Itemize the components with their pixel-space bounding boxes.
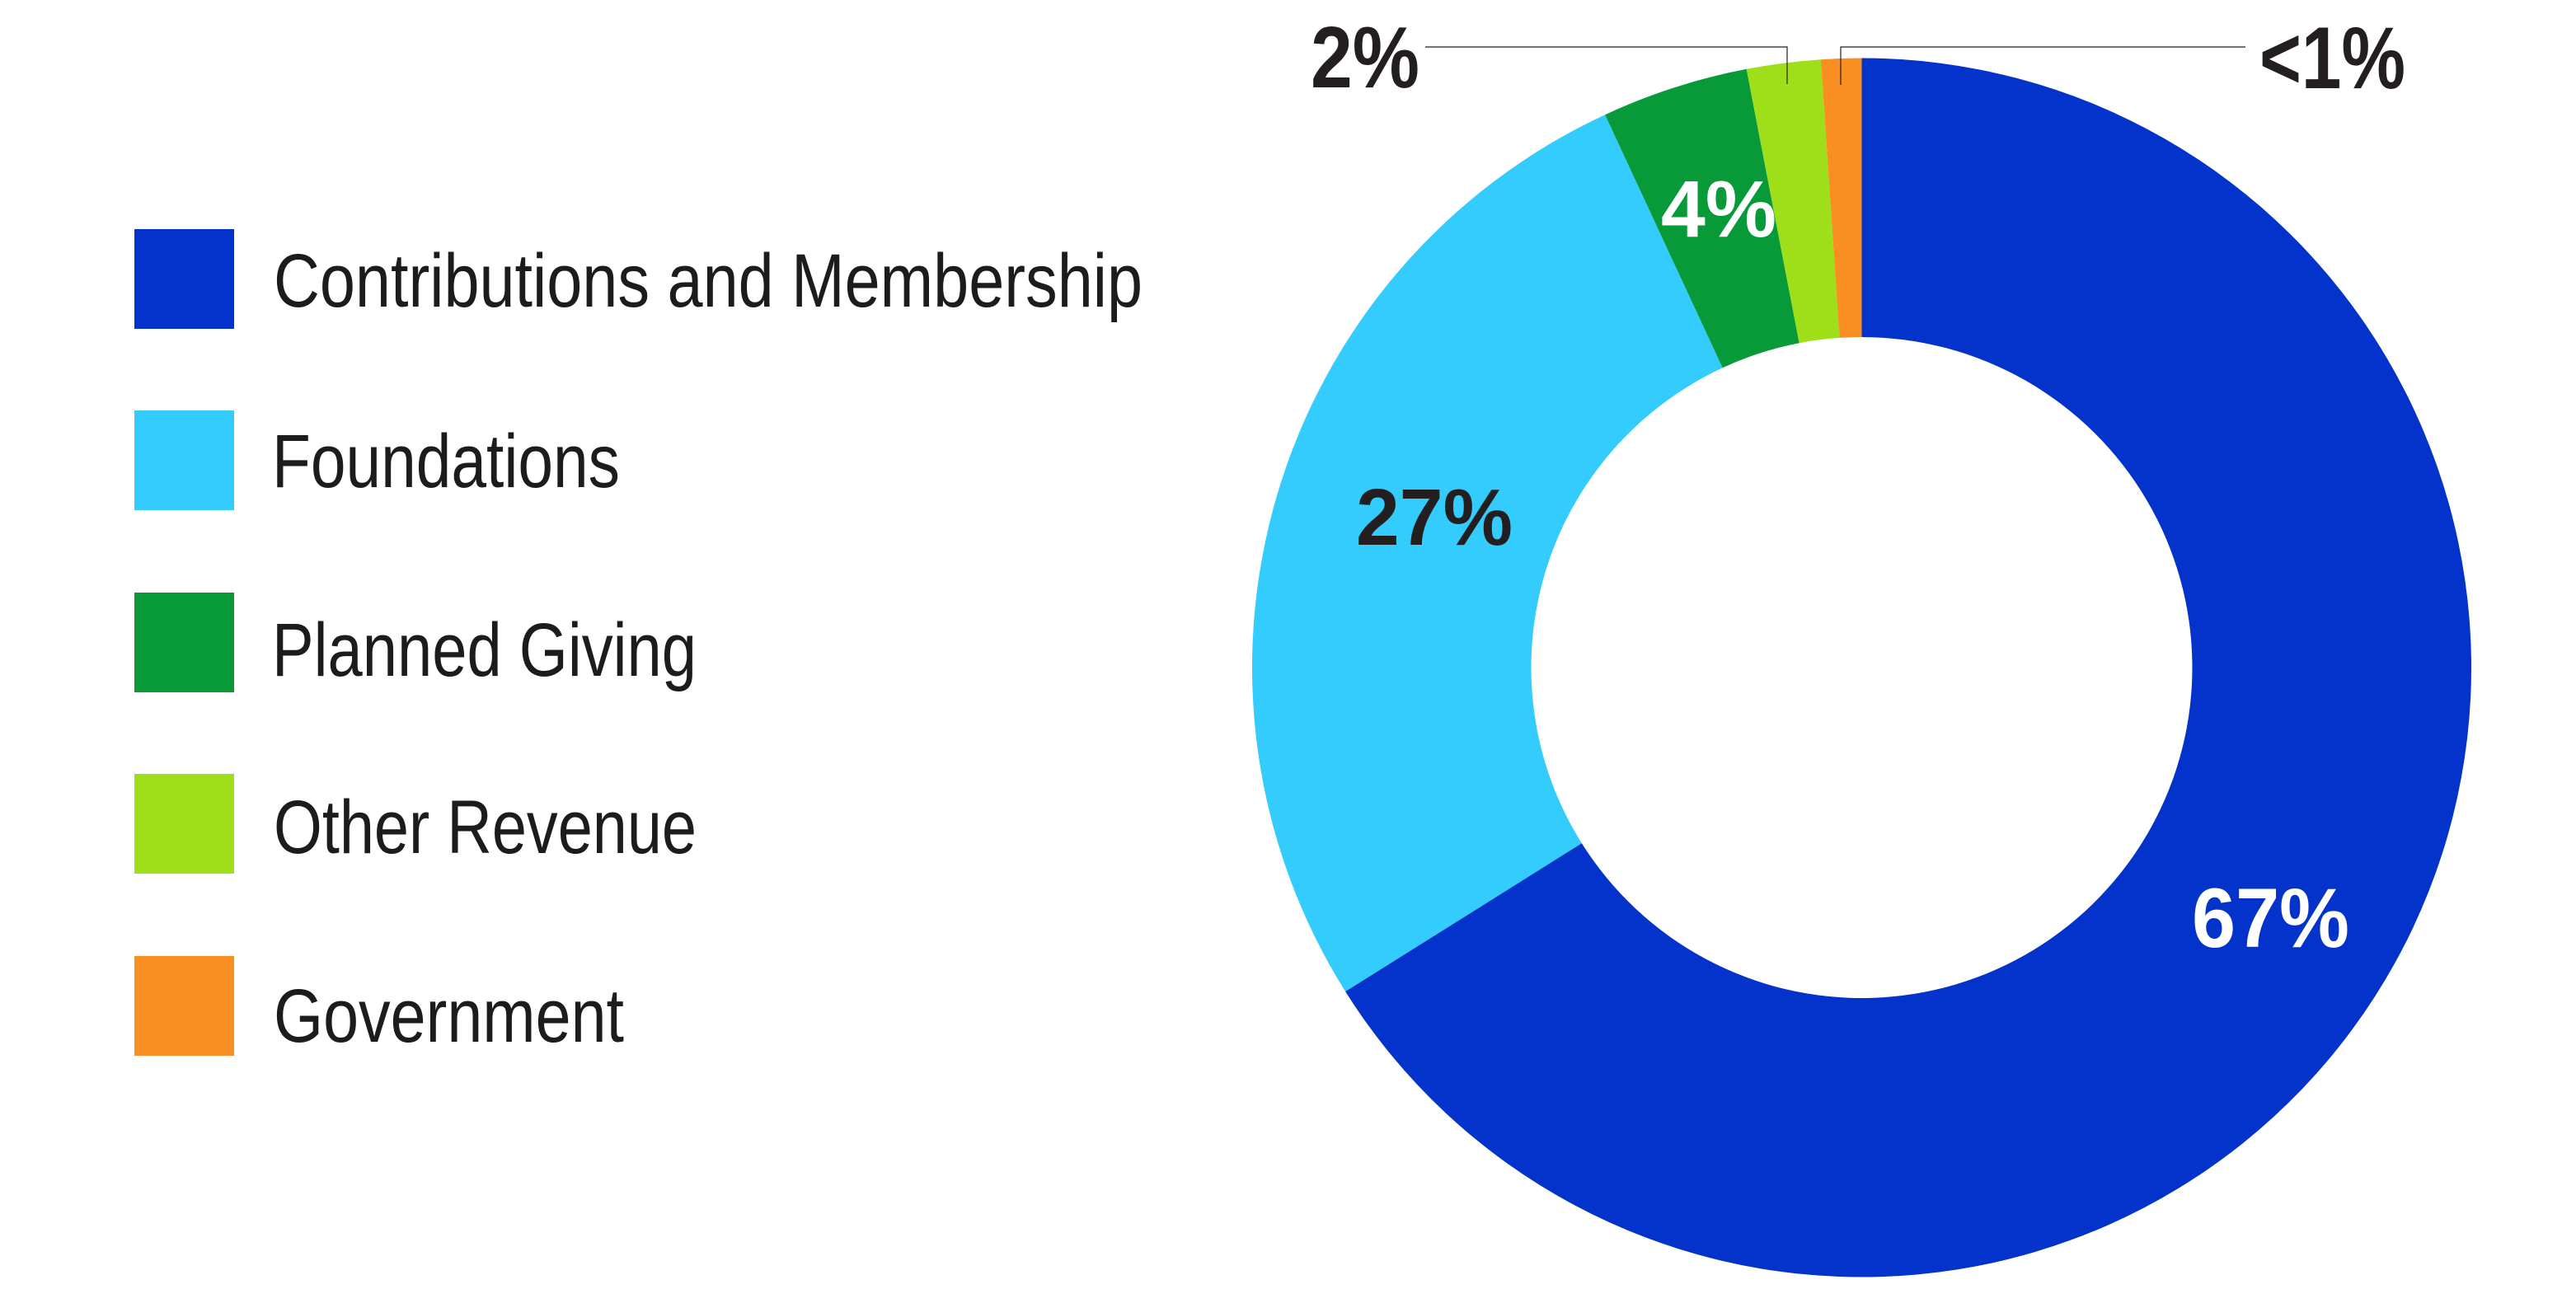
svg-text:67%: 67% xyxy=(2192,871,2349,965)
svg-text:Planned Giving: Planned Giving xyxy=(272,608,697,692)
svg-text:27%: 27% xyxy=(1356,472,1513,562)
svg-text:Foundations: Foundations xyxy=(272,420,620,504)
svg-text:Government: Government xyxy=(274,974,624,1058)
svg-text:Contributions and Membership: Contributions and Membership xyxy=(274,239,1143,323)
svg-text:Other Revenue: Other Revenue xyxy=(274,785,697,869)
svg-text:2%: 2% xyxy=(1311,9,1419,106)
svg-text:4%: 4% xyxy=(1661,164,1776,254)
svg-text:<1%: <1% xyxy=(2259,8,2405,107)
